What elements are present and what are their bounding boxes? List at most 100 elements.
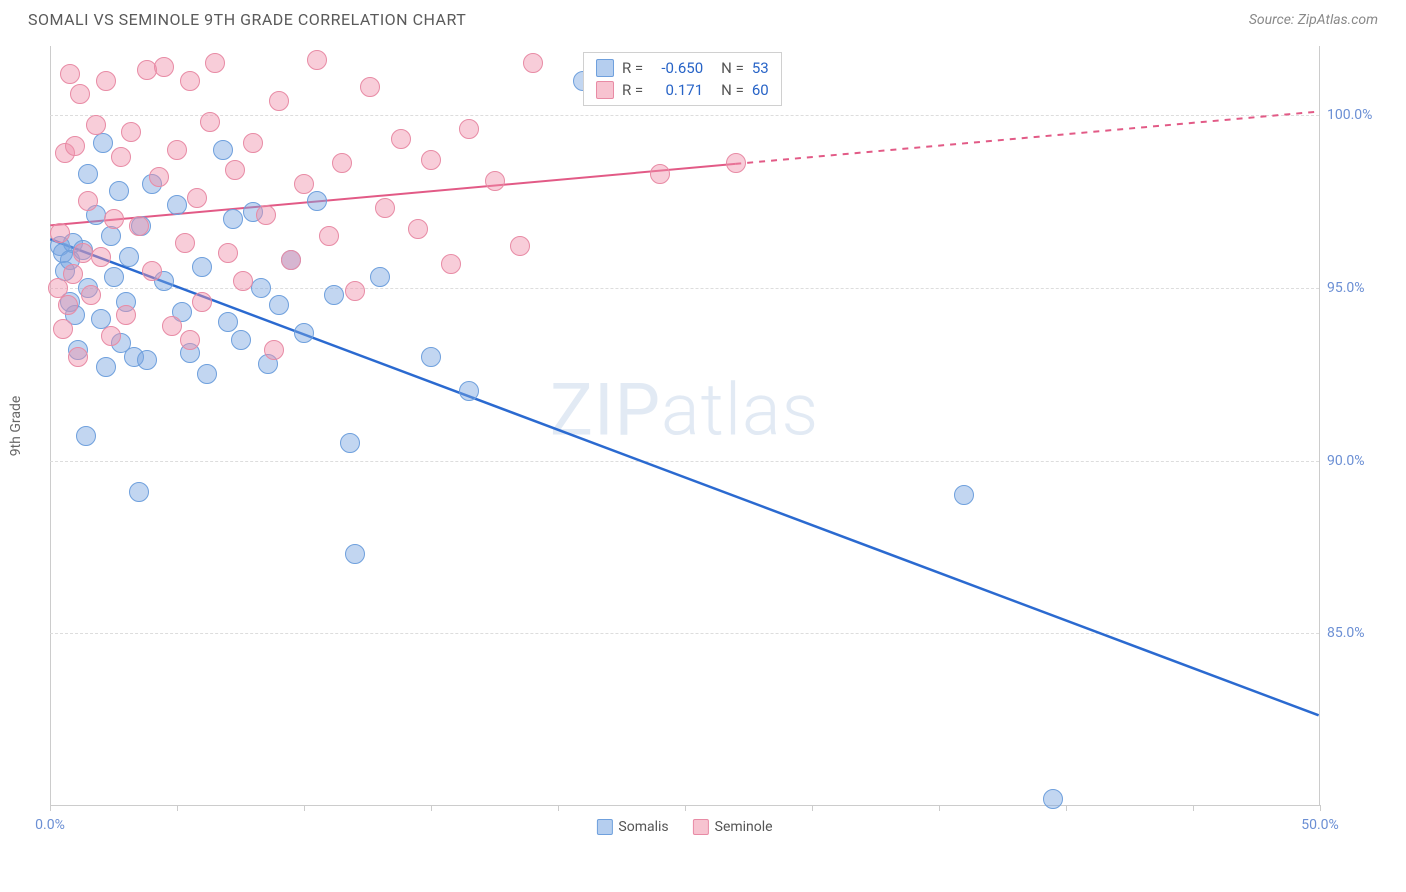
data-point (53, 319, 73, 339)
data-point (319, 226, 339, 246)
data-point (167, 140, 187, 160)
data-point (129, 216, 149, 236)
data-point (96, 357, 116, 377)
data-point (264, 340, 284, 360)
data-point (324, 285, 344, 305)
data-point (251, 278, 271, 298)
data-point (223, 209, 243, 229)
data-point (149, 167, 169, 187)
legend-swatch (596, 81, 614, 99)
data-point (91, 247, 111, 267)
data-point (60, 64, 80, 84)
stat-label-n: N = (721, 59, 744, 77)
data-point (294, 174, 314, 194)
data-point (104, 267, 124, 287)
data-point (233, 271, 253, 291)
stat-value-n: 60 (752, 81, 769, 99)
chart-source: Source: ZipAtlas.com (1249, 12, 1378, 28)
data-point (154, 57, 174, 77)
data-point (142, 261, 162, 281)
legend-item: Somalis (596, 819, 668, 835)
data-point (167, 195, 187, 215)
data-point (162, 316, 182, 336)
x-tick (177, 805, 178, 811)
legend-label: Somalis (618, 819, 668, 835)
stat-label-n: N = (721, 81, 744, 99)
chart-title: SOMALI VS SEMINOLE 9TH GRADE CORRELATION… (28, 10, 466, 29)
data-point (225, 160, 245, 180)
chart-plot-area: 9th Grade 85.0%90.0%95.0%100.0% 0.0%50.0… (50, 46, 1320, 806)
data-point (459, 119, 479, 139)
data-point (375, 198, 395, 218)
data-point (523, 53, 543, 73)
data-point (96, 71, 116, 91)
stats-box: R =-0.650N =53R =0.171N =60 (583, 52, 782, 106)
data-point (86, 115, 106, 135)
y-axis (50, 46, 51, 805)
x-tick (431, 805, 432, 811)
data-point (78, 164, 98, 184)
x-tick (1066, 805, 1067, 811)
data-point (954, 485, 974, 505)
data-point (269, 91, 289, 111)
data-point (231, 330, 251, 350)
data-point (360, 77, 380, 97)
data-point (441, 254, 461, 274)
legend-bottom: Somalis Seminole (596, 819, 772, 835)
data-point (175, 233, 195, 253)
data-point (281, 250, 301, 270)
grid-line (50, 115, 1319, 116)
y-tick-label: 90.0% (1327, 453, 1387, 469)
data-point (119, 247, 139, 267)
data-point (269, 295, 289, 315)
x-tick (304, 805, 305, 811)
stat-label-r: R = (622, 59, 643, 77)
data-point (256, 205, 276, 225)
x-tick-label: 50.0% (1301, 817, 1339, 833)
x-tick (558, 805, 559, 811)
x-tick (685, 805, 686, 811)
legend-item: Seminole (693, 819, 773, 835)
data-point (68, 347, 88, 367)
stats-row: R =0.171N =60 (596, 81, 769, 99)
data-point (200, 112, 220, 132)
grid-line (50, 461, 1319, 462)
data-point (129, 482, 149, 502)
y-tick-label: 95.0% (1327, 280, 1387, 296)
x-tick (1193, 805, 1194, 811)
data-point (485, 171, 505, 191)
data-point (137, 350, 157, 370)
x-tick-label: 0.0% (35, 817, 65, 833)
data-point (73, 243, 93, 263)
data-point (294, 323, 314, 343)
x-tick (50, 805, 51, 811)
watermark: ZIPatlas (550, 368, 819, 453)
data-point (81, 285, 101, 305)
trend-lines (50, 46, 1319, 805)
y-tick-label: 85.0% (1327, 625, 1387, 641)
stat-value-r: -0.650 (651, 59, 703, 77)
data-point (192, 292, 212, 312)
data-point (111, 147, 131, 167)
data-point (459, 381, 479, 401)
data-point (307, 191, 327, 211)
data-point (1043, 789, 1063, 809)
stat-value-n: 53 (752, 59, 769, 77)
x-tick (939, 805, 940, 811)
data-point (109, 181, 129, 201)
data-point (370, 267, 390, 287)
legend-swatch (596, 819, 612, 835)
data-point (197, 364, 217, 384)
stats-row: R = -0.650 N = 53 (596, 59, 769, 77)
data-point (101, 326, 121, 346)
data-point (243, 133, 263, 153)
x-tick (1320, 805, 1321, 811)
data-point (104, 209, 124, 229)
grid-line (50, 633, 1319, 634)
data-point (391, 129, 411, 149)
data-point (50, 223, 70, 243)
data-point (205, 53, 225, 73)
data-point (726, 153, 746, 173)
legend-label: Seminole (715, 819, 773, 835)
data-point (650, 164, 670, 184)
